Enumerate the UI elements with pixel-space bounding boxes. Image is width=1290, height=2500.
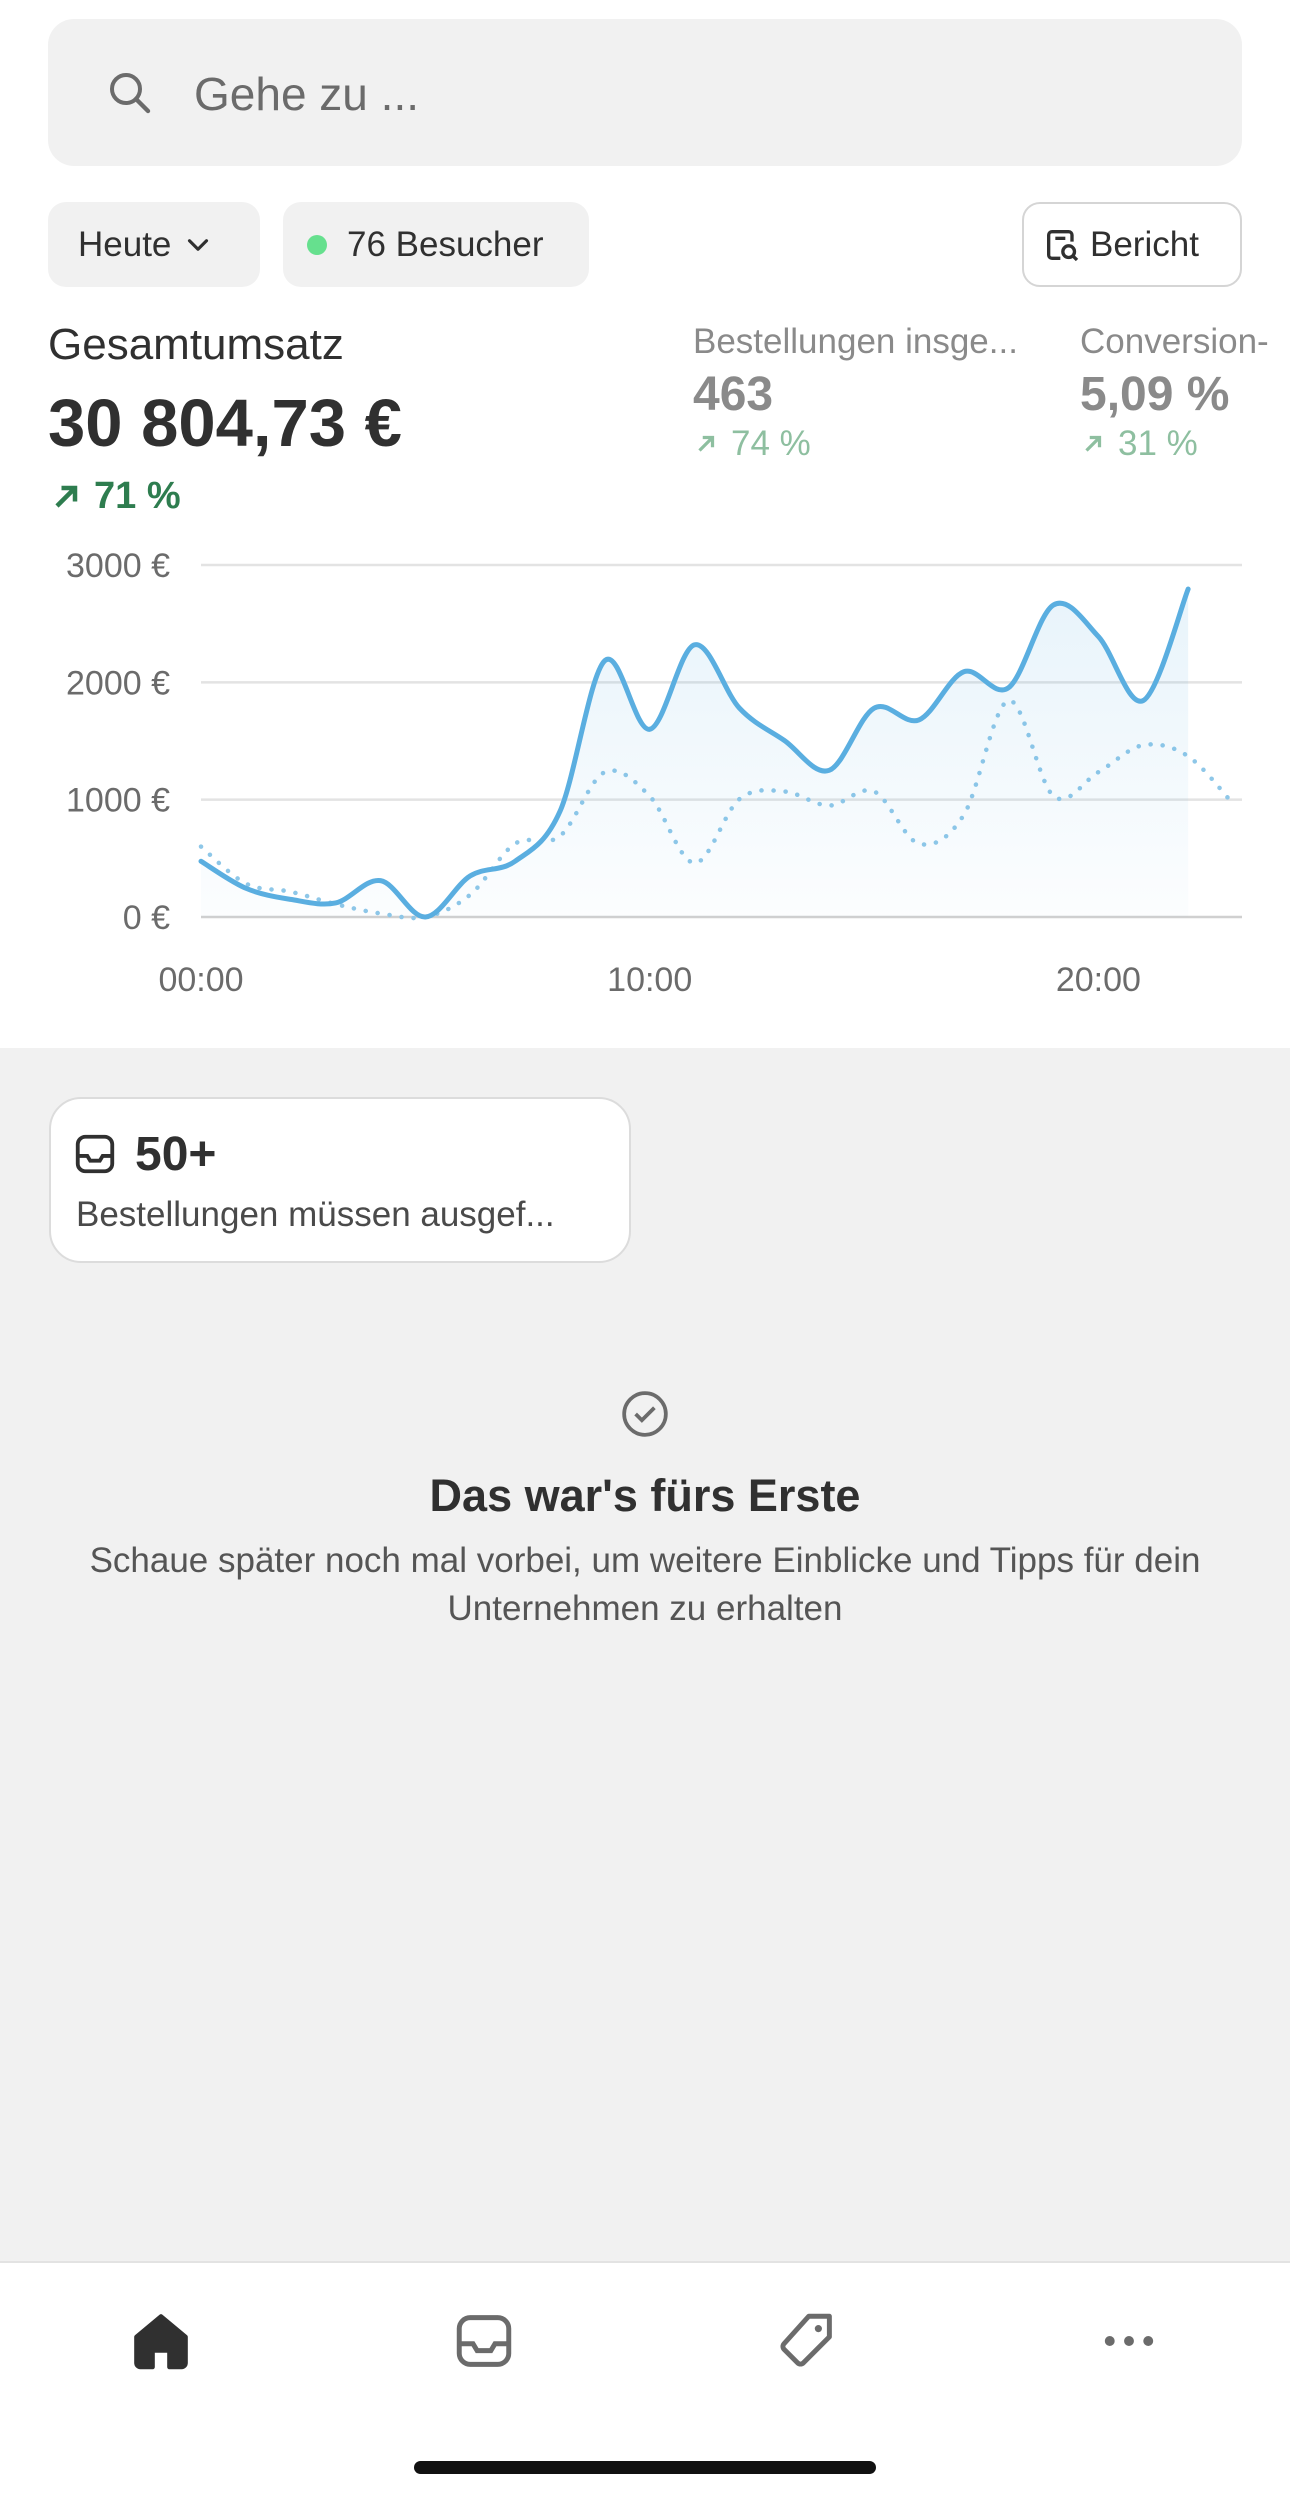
metric-change: 31 % [1080,424,1198,464]
sales-chart: 0 € 1000 € 2000 € 3000 € 00:00 10:00 20:00 [66,547,1242,999]
task-text: Bestellungen müssen ausgef... [76,1195,555,1234]
metric-label[interactable]: Bestellungen insge... [693,322,1018,361]
y-tick-label: 3000 € [66,547,170,585]
task-card[interactable]: 50+ Bestellungen müssen ausgef... [49,1097,631,1263]
up-arrow-icon [698,435,715,452]
up-arrow-icon [55,485,78,508]
empty-title: Das war's fürs Erste [429,1470,861,1521]
empty-text: Schaue später noch mal vorbei, um weiter… [89,1541,1201,1628]
metric-change-value: 31 % [1118,424,1198,463]
metric-label[interactable]: Conversion- [1080,322,1269,361]
series-line [198,586,1191,920]
report-button[interactable]: Bericht [1022,202,1242,287]
products-tab[interactable] [773,2308,839,2374]
search-placeholder: Gehe zu ... [194,68,420,120]
metric-value: 5,09 % [1080,368,1230,421]
home-tab[interactable] [128,2308,194,2374]
x-tick-label: 20:00 [1056,961,1141,999]
home-indicator [414,2461,876,2474]
metric-change-value: 74 % [731,424,811,463]
metric-change: 74 % [693,424,811,464]
area-fill [201,589,1189,918]
y-tick-label: 2000 € [66,664,170,702]
task-count: 50+ [135,1128,217,1181]
visitors-label: 76 Besucher [347,224,544,264]
x-tick-label: 10:00 [607,961,692,999]
report-label: Bericht [1090,224,1199,264]
metric-change-value: 71 % [94,475,181,517]
metric-value: 463 [693,368,774,421]
orders-tab[interactable] [451,2308,517,2374]
inbox-icon [75,1134,115,1174]
y-tick-label: 0 € [123,899,170,937]
visitors-chip[interactable]: 76 Besucher [283,202,589,287]
tab-bar [0,2261,1290,2500]
period-filter[interactable]: Heute [48,202,260,287]
more-tab[interactable] [1096,2308,1162,2374]
metric-label: Gesamtumsatz [48,320,344,369]
metric-value: 30 804,73 € [48,386,402,461]
up-arrow-icon [1085,435,1102,452]
search-bar[interactable]: Gehe zu ... [48,19,1242,166]
x-tick-label: 00:00 [158,961,243,999]
metric-change: 71 % [48,475,181,518]
check-icon [622,1391,668,1437]
live-dot [307,234,327,255]
chevron-icon [188,238,209,251]
report-icon [1047,229,1079,261]
search-icon [110,73,151,114]
period-label: Heute [78,224,172,264]
y-tick-label: 1000 € [66,782,170,820]
